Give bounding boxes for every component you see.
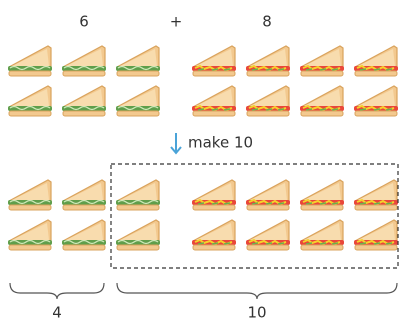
make-ten-diagram: 6 + 8 make 10 4 10 — [0, 0, 399, 322]
arrow — [171, 133, 181, 153]
red-sandwich — [246, 86, 290, 116]
result-right: 10 — [247, 304, 266, 322]
brace-right — [117, 283, 397, 299]
red-sandwich — [354, 220, 398, 250]
green-sandwich — [8, 220, 52, 250]
red-sandwich — [246, 220, 290, 250]
operator: + — [170, 13, 183, 31]
green-sandwich — [62, 180, 106, 210]
red-sandwich — [300, 220, 344, 250]
green-sandwich — [116, 86, 160, 116]
red-sandwich — [192, 86, 236, 116]
red-sandwich — [192, 220, 236, 250]
step-label: make 10 — [188, 134, 253, 152]
red-sandwich — [354, 86, 398, 116]
green-sandwich — [8, 180, 52, 210]
red-sandwich — [300, 86, 344, 116]
red-sandwich — [246, 180, 290, 210]
red-sandwich — [354, 46, 398, 76]
red-sandwich — [300, 180, 344, 210]
green-sandwich — [62, 86, 106, 116]
red-sandwich — [300, 46, 344, 76]
green-sandwich — [8, 46, 52, 76]
brace-left — [10, 283, 104, 299]
red-sandwich — [192, 180, 236, 210]
green-sandwich — [116, 46, 160, 76]
ten-frame-box — [111, 164, 398, 268]
green-sandwich — [62, 220, 106, 250]
result-left: 4 — [52, 304, 62, 322]
green-sandwich — [8, 86, 52, 116]
green-sandwich — [62, 46, 106, 76]
green-sandwich — [116, 220, 160, 250]
addend-left: 6 — [79, 13, 89, 31]
red-sandwich — [246, 46, 290, 76]
addend-right: 8 — [262, 13, 272, 31]
red-sandwich — [192, 46, 236, 76]
green-sandwich — [116, 180, 160, 210]
red-sandwich — [354, 180, 398, 210]
